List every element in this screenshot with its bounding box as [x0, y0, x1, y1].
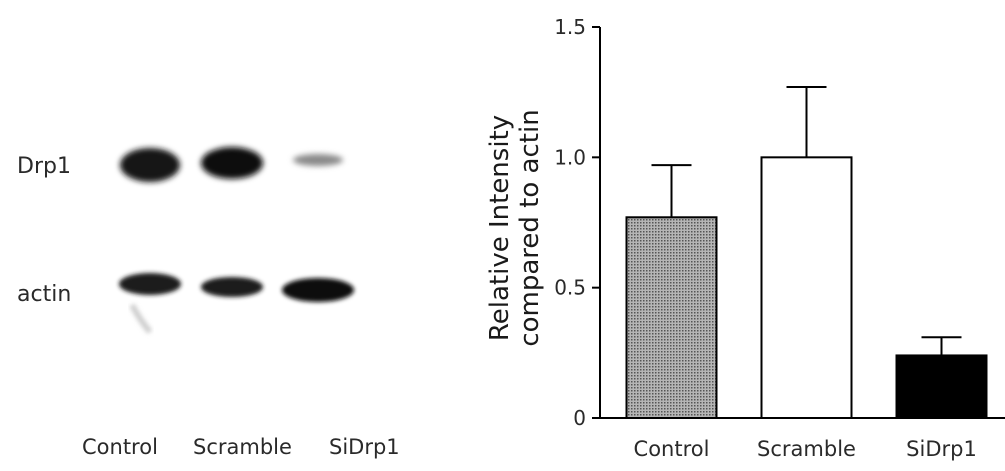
- y-axis-label-line1: Relative Intensity: [485, 115, 515, 341]
- x-category-label-sidrp1: SiDrp1: [906, 437, 977, 461]
- blot-row-label-drp1: Drp1: [17, 154, 71, 179]
- x-category-label-control: Control: [634, 437, 710, 461]
- bar-sidrp1: [895, 354, 988, 420]
- category-labels: Control Scramble SiDrp1: [634, 437, 977, 461]
- y-ticks: 0 0.5 1.0 1.5: [554, 15, 600, 430]
- x-category-label-scramble: Scramble: [757, 437, 856, 461]
- bar-scramble: [760, 156, 853, 419]
- drp1-band-scramble: [201, 147, 263, 179]
- lane-label-control: Control: [82, 435, 158, 459]
- drp1-band-sidrp1: [293, 154, 343, 166]
- lane-label-sidrp1: SiDrp1: [329, 435, 400, 459]
- actin-band-sidrp1: [282, 278, 354, 302]
- western-blot-panel: Drp1 actin Control Scramble SiDrp1: [0, 0, 430, 471]
- blot-row-label-actin: actin: [17, 282, 72, 307]
- actin-band-scramble: [201, 277, 263, 297]
- y-axis-label-line2: compared to actin: [515, 109, 545, 346]
- y-tick-label: 1.5: [554, 15, 586, 39]
- y-tick-label: 0: [573, 406, 586, 430]
- drp1-band-control: [120, 148, 180, 182]
- y-axis-label: Relative Intensity compared to actin: [485, 109, 545, 346]
- y-tick-label: 1.0: [554, 145, 586, 169]
- bar-chart: Relative Intensity compared to actin 0 0.…: [485, 15, 1005, 461]
- bars: [625, 85, 988, 420]
- blot-smear: [129, 303, 153, 334]
- lane-label-scramble: Scramble: [193, 435, 292, 459]
- actin-band-control: [119, 273, 181, 295]
- blot-image: [119, 147, 354, 334]
- bar-control: [625, 216, 718, 419]
- y-tick-label: 0.5: [554, 276, 586, 300]
